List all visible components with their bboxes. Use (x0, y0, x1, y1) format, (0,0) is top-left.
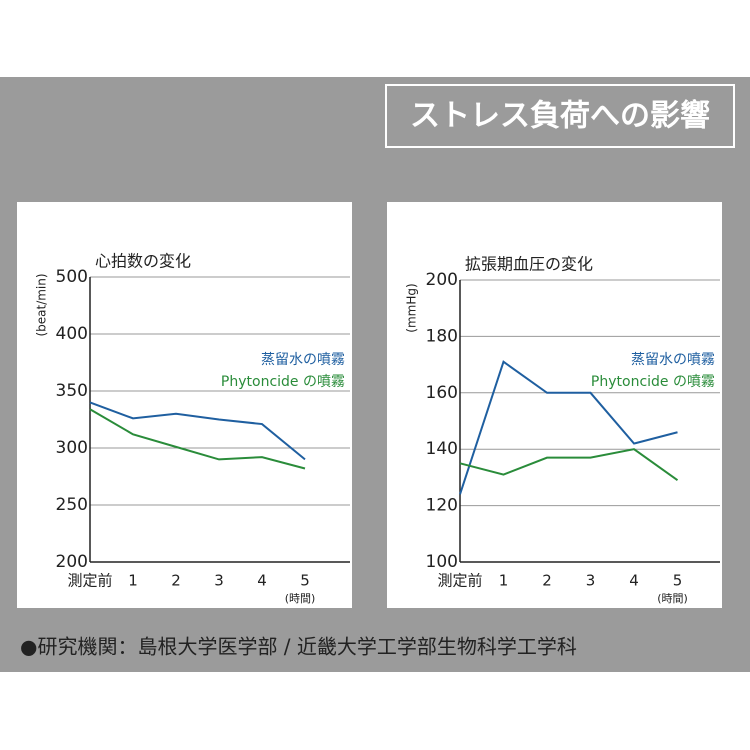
y-tick-label: 350 (56, 381, 88, 401)
y-tick-label: 250 (56, 495, 88, 515)
y-tick-label: 180 (426, 326, 458, 346)
chart-title: 拡張期血圧の変化 (465, 255, 593, 274)
y-tick-label: 160 (426, 383, 458, 403)
panel (387, 202, 722, 608)
y-axis-label: (mmHg) (405, 283, 419, 332)
x-tick-label: 測定前 (437, 572, 482, 590)
x-axis-label: (時間) (285, 592, 316, 605)
page-title: ストレス負荷への影響 (410, 99, 710, 134)
y-tick-label: 300 (56, 438, 88, 458)
x-axis-label: (時間) (657, 592, 688, 605)
y-axis-label: (beat/min) (35, 273, 49, 336)
y-tick-label: 200 (56, 552, 88, 572)
x-tick-label: 5 (673, 572, 683, 590)
y-tick-label: 120 (426, 496, 458, 516)
y-tick-label: 500 (56, 267, 88, 287)
y-tick-label: 140 (426, 439, 458, 459)
data-line (89, 401, 306, 461)
data-line (459, 448, 679, 482)
title-box (385, 84, 735, 148)
x-tick-label: 3 (586, 572, 596, 590)
x-tick-label: 3 (214, 572, 224, 590)
data-line (89, 408, 306, 470)
x-tick-label: 測定前 (67, 572, 112, 590)
data-line (459, 360, 678, 495)
legend-entry: 蒸留水の噴霧 (631, 352, 715, 368)
legend-entry: Phytoncide の噴霧 (591, 374, 715, 390)
y-tick-label: 400 (56, 324, 88, 344)
x-tick-label: 2 (542, 572, 552, 590)
x-tick-label: 2 (171, 572, 181, 590)
panel (17, 202, 352, 608)
legend-entry: Phytoncide の噴霧 (221, 374, 345, 390)
y-tick-label: 200 (426, 270, 458, 290)
x-tick-label: 4 (629, 572, 639, 590)
legend-entry: 蒸留水の噴霧 (261, 352, 345, 368)
y-tick-label: 100 (426, 552, 458, 572)
x-tick-label: 1 (499, 572, 509, 590)
x-tick-label: 1 (128, 572, 138, 590)
footer: ●研究機関：島根大学医学部 / 近畿大学工学部生物科学工学科 (20, 635, 577, 659)
x-tick-label: 4 (257, 572, 267, 590)
x-tick-label: 5 (300, 572, 310, 590)
chart-title: 心拍数の変化 (95, 252, 191, 271)
